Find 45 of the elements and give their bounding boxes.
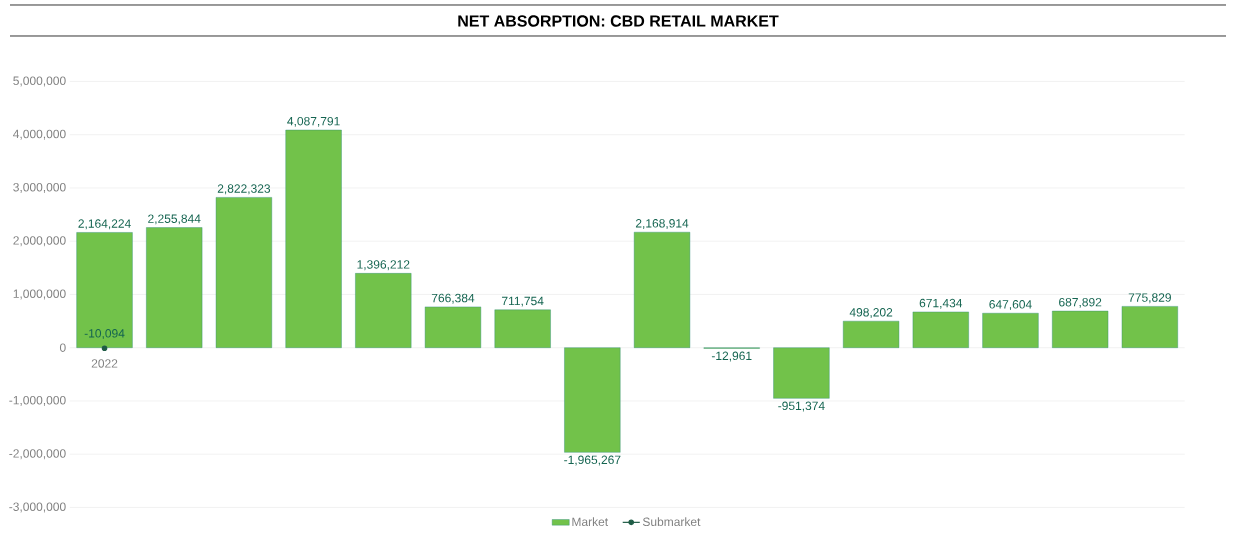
bar — [1121, 306, 1178, 348]
legend-label: Submarket — [642, 517, 701, 527]
data-label: 775,829 — [1128, 293, 1171, 304]
data-label: 671,434 — [919, 298, 963, 309]
bar — [76, 232, 133, 348]
y-tick-label: 1,000,000 — [13, 289, 66, 300]
y-tick-label: 2,000,000 — [13, 236, 66, 247]
y-tick-label: 0 — [59, 343, 66, 352]
data-label: 4,087,791 — [287, 116, 340, 127]
data-label: 1,396,212 — [357, 260, 410, 271]
data-label: 2,168,914 — [635, 219, 689, 229]
data-label: 2,822,323 — [217, 184, 271, 195]
data-label: 2,255,844 — [148, 214, 201, 225]
data-label: 2,164,224 — [78, 219, 131, 230]
data-label: 766,384 — [431, 293, 475, 304]
bar — [215, 197, 272, 348]
data-label: -10,094 — [84, 329, 125, 340]
y-tick-label: -3,000,000 — [9, 502, 66, 513]
data-label: -951,374 — [778, 401, 825, 412]
bar — [843, 320, 900, 348]
bar — [982, 313, 1039, 348]
bar — [494, 309, 551, 348]
data-label: 498,202 — [849, 308, 893, 318]
data-label: -1,965,267 — [564, 455, 621, 466]
chart-title: NET ABSORPTION: CBD RETAIL MARKET — [458, 15, 779, 27]
y-tick-label: 4,000,000 — [13, 129, 66, 140]
y-tick-label: 5,000,000 — [13, 76, 66, 87]
data-label: 687,892 — [1059, 297, 1102, 308]
bar — [912, 311, 969, 348]
bar — [564, 347, 621, 453]
data-label: 711,754 — [502, 296, 544, 307]
bar — [424, 306, 482, 348]
bar — [773, 347, 830, 399]
bar — [355, 273, 412, 348]
data-label: 647,604 — [989, 300, 1032, 311]
bar — [146, 227, 203, 348]
bar — [1052, 310, 1109, 348]
bar — [633, 232, 691, 348]
y-tick-label: 3,000,000 — [13, 182, 66, 193]
bar — [285, 129, 342, 348]
data-label: -12,961 — [711, 351, 752, 362]
legend-label: Market — [572, 517, 609, 527]
y-tick-label: -2,000,000 — [9, 449, 66, 460]
y-tick-label: -1,000,000 — [9, 395, 66, 406]
x-tick-label: 2022 — [91, 359, 118, 368]
